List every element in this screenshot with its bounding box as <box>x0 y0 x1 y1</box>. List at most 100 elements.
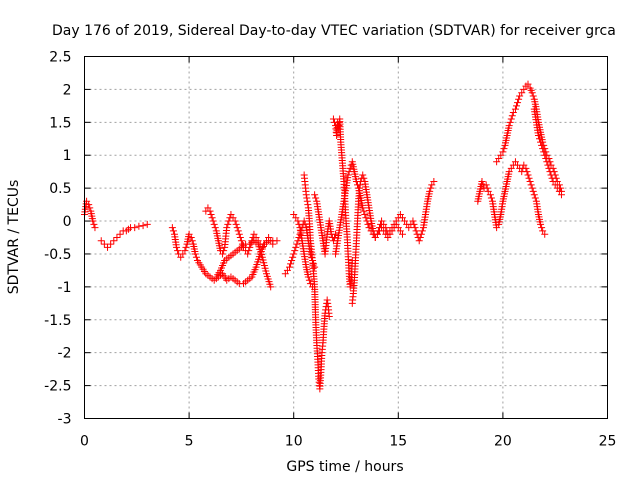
data-point <box>332 230 340 238</box>
data-point <box>524 80 532 88</box>
data-point <box>267 283 275 291</box>
data-point-interp <box>487 194 495 202</box>
data-point <box>539 145 547 153</box>
data-point-interp <box>500 145 508 153</box>
data-point <box>346 164 354 172</box>
data-point-interp <box>412 227 420 235</box>
data-point-interp <box>525 174 533 182</box>
data-point-interp <box>303 194 311 202</box>
data-point <box>187 234 195 241</box>
data-point <box>346 283 354 291</box>
y-tick-label: 2.5 <box>49 50 71 66</box>
data-point <box>528 184 536 192</box>
data-point-interp <box>188 237 196 245</box>
data-point <box>543 158 551 166</box>
data-point <box>547 171 555 179</box>
ticks: 0 5 10 15 20 25 2.5 2 1.5 1 0.5 0 -0.5 -1 -1.5 -2 -2.5 -3 <box>44 50 616 450</box>
data-point-interp <box>540 148 548 156</box>
data-point <box>311 263 319 271</box>
data-point <box>273 237 281 245</box>
data-point <box>288 257 296 265</box>
data-point <box>557 191 565 199</box>
x-tick-label: 10 <box>285 434 303 450</box>
data-point <box>528 89 536 97</box>
x-tick-label: 15 <box>389 434 407 450</box>
y-tick-label: 2 <box>63 82 72 98</box>
data-point <box>323 296 331 304</box>
data-point <box>304 273 312 281</box>
data-point <box>545 164 553 172</box>
data-point <box>104 243 112 251</box>
data-point-interp <box>542 155 550 163</box>
data-point <box>522 164 530 172</box>
data-point <box>411 224 419 232</box>
data-point-interp <box>523 168 531 176</box>
data-point <box>524 171 532 179</box>
data-point-interp <box>209 217 217 225</box>
data-point <box>417 230 425 238</box>
data-point-interp <box>330 234 338 241</box>
data-point <box>173 243 181 251</box>
data-point <box>89 217 97 225</box>
data-point-interp <box>362 214 370 222</box>
data-point-interp <box>291 247 299 255</box>
data-point <box>530 191 538 199</box>
data-point <box>478 178 486 186</box>
data-point <box>537 138 545 146</box>
x-tick-label: 25 <box>599 434 617 450</box>
data-point <box>219 250 227 258</box>
data-point <box>206 207 214 215</box>
data-point <box>168 224 176 232</box>
data-point-interp <box>224 220 232 228</box>
data-point <box>514 99 522 107</box>
data-point <box>398 230 406 238</box>
x-tick-label: 20 <box>494 434 512 450</box>
data-point <box>356 184 364 192</box>
data-point-interp <box>544 161 552 169</box>
x-tick-label: 5 <box>185 434 194 450</box>
data-point-interp <box>287 260 295 268</box>
data-point <box>369 227 377 235</box>
y-tick-label: -0.5 <box>44 247 71 263</box>
data-point-interp <box>86 204 94 212</box>
data-point-interp <box>236 234 244 241</box>
data-point <box>131 224 139 232</box>
y-tick-label: 1 <box>63 148 72 164</box>
data-point <box>143 220 151 228</box>
data-point <box>344 171 352 179</box>
data-point <box>526 178 534 186</box>
data-point-interp <box>538 141 546 149</box>
data-point <box>499 148 507 156</box>
data-point <box>537 220 545 228</box>
data-point <box>302 191 310 199</box>
data-point-interp <box>483 184 491 192</box>
data-point-interp <box>305 276 313 284</box>
data-point <box>237 237 245 245</box>
y-tick-label: -2 <box>58 346 72 362</box>
data-point <box>359 204 367 212</box>
data-point <box>269 240 277 248</box>
data-point-interp <box>232 220 240 228</box>
data-point-interp <box>364 220 372 228</box>
data-point-interp <box>245 247 253 255</box>
data-point-interp <box>360 174 368 182</box>
data-point <box>208 214 216 222</box>
data-point <box>507 115 515 123</box>
data-point-interp <box>527 181 535 189</box>
data-point <box>223 224 231 232</box>
y-tick-label: -1 <box>58 280 72 296</box>
data-point-interp <box>546 168 554 176</box>
data-point <box>139 222 147 230</box>
data-point-interp <box>529 92 537 100</box>
data-point-interp <box>293 240 301 248</box>
data-point <box>210 220 218 228</box>
data-point-interp <box>529 187 537 195</box>
data-point <box>329 115 337 123</box>
data-point-interp <box>90 220 98 228</box>
data-point-interp <box>418 227 426 235</box>
data-point-interp <box>169 227 177 235</box>
y-tick-label: -2.5 <box>44 379 71 395</box>
data-point <box>292 243 300 251</box>
data-point <box>430 178 438 186</box>
